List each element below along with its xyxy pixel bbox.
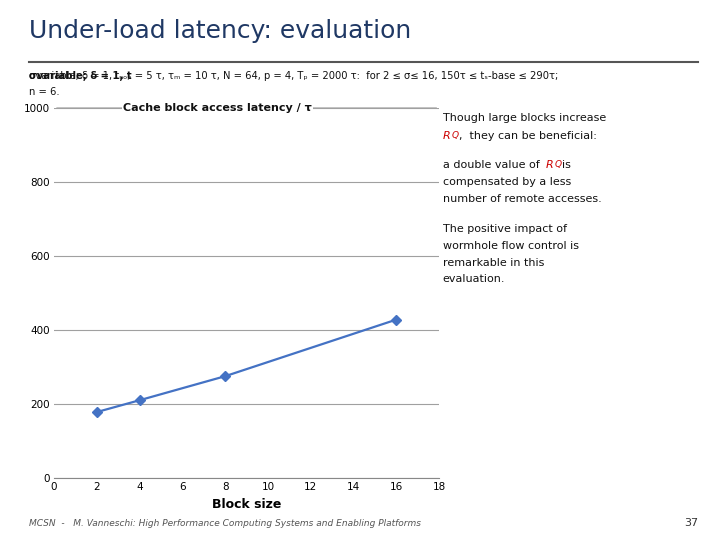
Text: number of remote accesses.: number of remote accesses. <box>443 194 601 204</box>
Text: compensated by a less: compensated by a less <box>443 177 571 187</box>
Text: is: is <box>562 160 571 171</box>
Text: Under-load latency: evaluation: Under-load latency: evaluation <box>29 19 411 43</box>
Text: 37: 37 <box>684 518 698 528</box>
Text: R: R <box>546 160 554 171</box>
Text: n = 6.: n = 6. <box>29 87 60 98</box>
Text: ,  they can be beneficial:: , they can be beneficial: <box>459 131 596 141</box>
Text: MCSN  -   M. Vanneschi: High Performance Computing Systems and Enabling Platform: MCSN - M. Vanneschi: High Performance Co… <box>29 519 420 528</box>
Text: wormhole flow control is: wormhole flow control is <box>443 241 579 251</box>
Text: evaluation.: evaluation. <box>443 274 505 285</box>
Text: Q: Q <box>451 131 459 140</box>
X-axis label: Block size: Block size <box>212 498 282 511</box>
Text: σvariable; δ = 1, tₙₒₚ = 5 τ, τₘ = 10 τ, N = 64, p = 4, Tₚ = 2000 τ:  for 2 ≤ σ≤: σvariable; δ = 1, tₙₒₚ = 5 τ, τₘ = 10 τ,… <box>29 71 558 82</box>
Text: The positive impact of: The positive impact of <box>443 224 567 234</box>
Text: Cache block access latency / τ: Cache block access latency / τ <box>123 103 312 113</box>
Text: σvariable; δ = 1, t: σvariable; δ = 1, t <box>29 71 132 82</box>
Text: a double value of: a double value of <box>443 160 539 171</box>
Text: remarkable in this: remarkable in this <box>443 258 544 268</box>
Text: R: R <box>443 131 451 141</box>
Text: Q: Q <box>554 160 562 170</box>
Text: Though large blocks increase: Though large blocks increase <box>443 113 606 124</box>
